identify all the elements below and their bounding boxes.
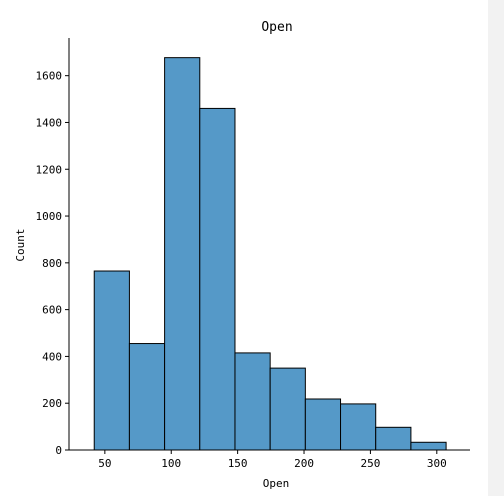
x-tick-label-3: 200 <box>294 457 314 470</box>
chart-title: Open <box>261 20 292 35</box>
histogram-bar-7 <box>340 403 377 451</box>
y-ticks-group: 0 200 400 600 800 1000 1200 1400 1600 <box>36 70 69 457</box>
bars-group <box>93 57 447 451</box>
y-tick-label-3: 600 <box>42 304 62 317</box>
y-tick-label-8: 1600 <box>36 70 63 83</box>
y-tick-label-0: 0 <box>55 444 62 457</box>
histogram-bar-1 <box>128 343 166 451</box>
x-axis-label: Open <box>263 477 290 490</box>
histogram-bar-4 <box>234 352 271 451</box>
y-axis-label: Count <box>14 228 27 261</box>
histogram-bar-2 <box>164 57 201 451</box>
histogram-bar-6 <box>304 398 342 451</box>
x-ticks-group: 50 100 150 200 250 300 <box>98 450 447 470</box>
y-tick-label-2: 400 <box>42 350 62 363</box>
y-tick-label-5: 1000 <box>36 210 63 223</box>
y-tick-label-4: 800 <box>42 257 62 270</box>
histogram-chart: Open 50 100 150 200 250 300 0 200 400 600 800 1000… <box>14 20 470 490</box>
x-tick-label-5: 300 <box>427 457 447 470</box>
x-tick-label-2: 150 <box>228 457 248 470</box>
y-tick-label-7: 1400 <box>36 116 63 129</box>
chart-figure: Open 50 100 150 200 250 300 0 200 400 600 800 1000… <box>0 0 488 496</box>
histogram-bar-5 <box>269 367 306 451</box>
x-tick-label-4: 250 <box>360 457 380 470</box>
x-tick-label-1: 100 <box>161 457 181 470</box>
y-tick-label-6: 1200 <box>36 163 63 176</box>
histogram-bar-9 <box>410 441 447 451</box>
y-tick-label-1: 200 <box>42 397 62 410</box>
histogram-bar-3 <box>199 107 236 451</box>
histogram-bar-8 <box>375 426 412 451</box>
histogram-bar-0 <box>93 270 130 451</box>
x-tick-label-0: 50 <box>98 457 111 470</box>
